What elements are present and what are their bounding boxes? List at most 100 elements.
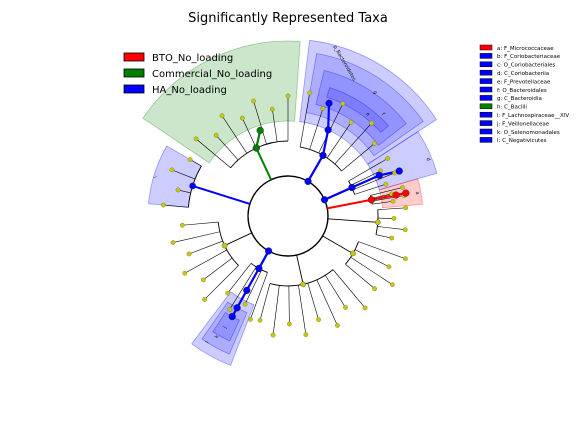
- leaf-branch: [341, 143, 375, 172]
- group-legend: BTO_No_loading Commercial_No_loading HA_No…: [123, 52, 272, 96]
- leaf-branch: [348, 158, 388, 182]
- leaf-branch: [332, 269, 366, 309]
- leaf-branch: [229, 266, 257, 310]
- leaf-node: [200, 277, 206, 283]
- clade-legend-swatch: [479, 137, 493, 143]
- cladogram-nodes: [161, 90, 410, 338]
- leaf-node: [385, 156, 390, 161]
- sector-f: [315, 69, 407, 146]
- sector-label: a: [414, 191, 421, 196]
- clade-legend-swatch: [479, 128, 493, 135]
- leaf-branch: [377, 207, 406, 211]
- clade-legend-label: k: O_Selenomonadales: [497, 130, 560, 136]
- clade-legend-swatch: [479, 120, 493, 126]
- leaf-node: [248, 317, 253, 322]
- path-bacteroidales-node: [325, 99, 333, 107]
- clade-legend-swatch: [479, 103, 493, 110]
- sector-label: g: [371, 90, 378, 96]
- leaf-branch: [250, 272, 268, 320]
- path-bacteroidales-node: [319, 151, 327, 159]
- clade-legend-label: g: C_Bacteroidia: [497, 96, 542, 102]
- path-bacteroidales-node: [304, 177, 312, 185]
- leaf-node: [389, 235, 395, 241]
- sector-g: [305, 53, 424, 157]
- sector-label: f: [380, 112, 386, 117]
- leaf-node: [251, 98, 256, 104]
- path-bacteroidales-segment: [327, 103, 331, 130]
- leaf-branch: [352, 172, 395, 191]
- leaf-branch: [354, 249, 390, 267]
- leaf-branch: [253, 100, 267, 145]
- leaf-branch: [298, 285, 307, 335]
- leaf-branch: [326, 122, 352, 159]
- clade-legend-swatch: [479, 111, 493, 118]
- leaf-node: [219, 113, 225, 119]
- leaf-node: [193, 136, 199, 142]
- leaf-branch: [372, 200, 394, 205]
- leaf-branch: [182, 221, 219, 226]
- leaf-branch: [215, 135, 239, 161]
- leaf-node: [270, 332, 276, 338]
- leaf-branch: [272, 109, 278, 142]
- group-legend-label: Commercial_No_loading: [152, 69, 272, 80]
- path-selenomonadales-segment: [245, 267, 260, 291]
- clade-legend: a: F_Micrococcaceae b: F_Coriobacteriacea…: [479, 44, 569, 144]
- sector-label: i: [151, 176, 157, 178]
- sector-label: k: [214, 334, 221, 340]
- sector-label: d: [425, 157, 432, 162]
- leaf-node: [225, 290, 231, 296]
- leaf-branch: [203, 257, 233, 281]
- clade-legend-label: b: F_Coriobacteriaceae: [497, 54, 561, 60]
- leaf-branch: [345, 263, 375, 289]
- group-legend-label: BTO_No_loading: [152, 53, 233, 64]
- leaf-node: [257, 317, 263, 323]
- root-ring: [247, 175, 329, 257]
- clade-node: [300, 281, 306, 288]
- group-legend-swatch: [123, 52, 145, 62]
- leaf-node: [402, 227, 408, 233]
- leaf-branch: [309, 108, 324, 150]
- group-legend-swatch: [123, 84, 145, 94]
- path-bacteroidales-segment: [307, 154, 324, 182]
- leaf-node: [213, 132, 219, 138]
- clade-legend-label: c: O_Coriobacteriales: [497, 63, 556, 69]
- sector-d: [367, 131, 438, 191]
- sector-label: l: [205, 341, 211, 345]
- path-micrococcaceae-node: [367, 196, 376, 204]
- leaf-branch: [299, 92, 311, 148]
- leaf-node: [320, 106, 326, 111]
- leaf-node: [403, 205, 409, 211]
- leaf-branch: [272, 285, 280, 336]
- leaf-node: [372, 286, 377, 291]
- leaf-branch: [350, 170, 381, 186]
- clade-node: [221, 242, 228, 249]
- path-coriobacteriales-node: [320, 196, 329, 204]
- path-coriobacteriales-node: [395, 167, 403, 175]
- leaf-branch: [227, 263, 252, 294]
- path-selenomonadales-node: [243, 286, 251, 294]
- leaf-node: [372, 141, 377, 146]
- path-bacilli-node: [252, 144, 260, 152]
- leaf-branch: [221, 115, 248, 154]
- leaf-node: [187, 157, 193, 162]
- leaf-node: [303, 332, 309, 338]
- path-coriobacteriales-node: [348, 183, 356, 192]
- path-bacteroidales-node: [324, 126, 332, 134]
- branch-stem: [327, 218, 378, 223]
- branch-stem: [296, 254, 304, 285]
- clade-legend-swatch: [479, 44, 493, 51]
- leaf-branch: [358, 241, 406, 260]
- leaf-branch: [370, 187, 403, 196]
- clade-legend-swatch: [479, 78, 493, 84]
- leaf-branch: [188, 240, 223, 255]
- leaf-branch: [316, 279, 338, 326]
- clade-node: [350, 250, 356, 257]
- sector-label: e: [364, 111, 371, 117]
- leaf-node: [182, 270, 188, 276]
- clade-legend-label: i: F_Lachnospiraceae__XIV: [497, 113, 569, 119]
- leaf-branch: [350, 256, 393, 285]
- leaf-node: [175, 187, 181, 193]
- leaf-node: [180, 222, 185, 228]
- clade-legend-label: j: F_Veillonellaceae: [496, 121, 550, 127]
- sector-label: j: [222, 325, 228, 330]
